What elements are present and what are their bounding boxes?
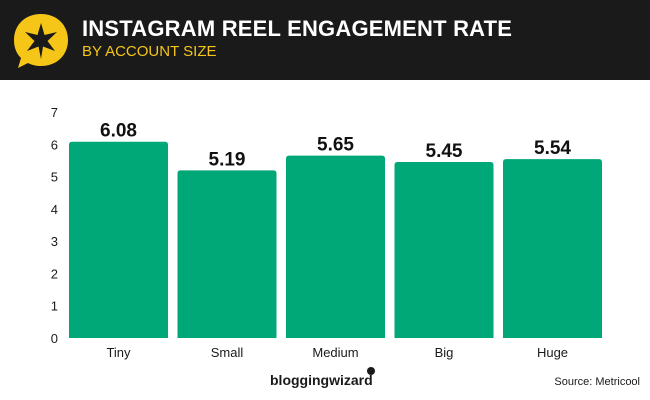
y-tick-label: 0 (51, 331, 58, 346)
header-banner: INSTAGRAM REEL ENGAGEMENT RATE BY ACCOUN… (0, 0, 650, 80)
y-tick-label: 4 (51, 202, 58, 217)
y-tick-label: 7 (51, 105, 58, 120)
x-tick-label-medium: Medium (312, 345, 358, 360)
chart-subtitle: BY ACCOUNT SIZE (82, 43, 217, 60)
bar-big (394, 162, 494, 338)
bar-huge (503, 159, 602, 338)
data-label-big: 5.45 (426, 141, 463, 162)
y-tick-label: 3 (51, 234, 58, 249)
x-tick-label-huge: Huge (537, 345, 568, 360)
bar-medium (286, 155, 385, 338)
y-tick-label: 1 (51, 299, 58, 314)
source-credit: Source: Metricool (554, 376, 640, 388)
data-label-small: 5.19 (209, 149, 246, 170)
chart-title: INSTAGRAM REEL ENGAGEMENT RATE (82, 16, 513, 41)
data-label-tiny: 6.08 (100, 121, 137, 142)
y-tick-label: 2 (51, 266, 58, 281)
x-tick-label-small: Small (211, 345, 244, 360)
star-speech-bubble-icon (14, 14, 68, 68)
data-label-medium: 5.65 (317, 135, 354, 156)
brand-dot-icon (367, 367, 375, 375)
bar-tiny (69, 141, 168, 338)
bar-chart: 0 1 2 3 4 5 6 7 6.08 Tiny 5.19 Small 5.65 Medium 5.45 B… (51, 105, 602, 360)
x-tick-label-tiny: Tiny (106, 345, 131, 360)
data-label-huge: 5.54 (534, 138, 571, 159)
x-tick-label-big: Big (435, 345, 454, 360)
brand-logo-text: bloggingwizard (270, 372, 373, 388)
y-tick-label: 6 (51, 137, 58, 152)
bar-small (177, 170, 277, 338)
y-tick-label: 5 (51, 170, 58, 185)
